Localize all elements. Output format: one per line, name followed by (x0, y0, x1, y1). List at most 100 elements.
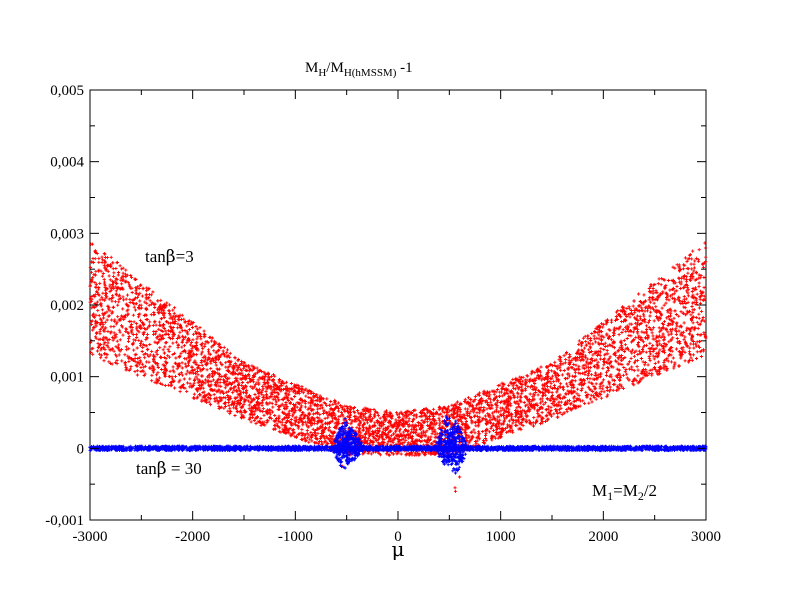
red-data-point (150, 349, 154, 353)
red-data-point (652, 326, 656, 330)
red-data-point (473, 439, 478, 444)
red-data-point (565, 410, 569, 414)
red-data-point (644, 343, 649, 347)
red-data-point (546, 417, 550, 421)
red-data-point (141, 286, 145, 290)
red-data-point (285, 418, 289, 423)
red-data-point (154, 329, 158, 334)
red-data-point (103, 320, 107, 324)
red-data-point (593, 340, 598, 344)
red-data-point (492, 422, 496, 426)
red-data-point (247, 403, 251, 407)
red-data-point (604, 373, 609, 378)
red-data-point (627, 367, 632, 371)
red-data-point (102, 316, 106, 320)
red-data-point (349, 422, 353, 426)
red-data-point (131, 313, 135, 317)
red-data-point (696, 326, 700, 330)
red-data-point (178, 373, 182, 377)
red-data-point (145, 332, 150, 336)
red-data-point (198, 392, 202, 396)
red-data-point (675, 324, 679, 328)
red-data-point (116, 315, 120, 319)
red-data-point (583, 363, 587, 367)
red-data-point (163, 383, 167, 388)
red-data-point (660, 306, 664, 310)
red-data-point (622, 365, 626, 370)
red-data-point (646, 321, 650, 325)
red-data-point (524, 419, 528, 424)
red-data-point (329, 399, 333, 404)
red-data-point (261, 407, 265, 411)
red-data-point (109, 255, 113, 259)
red-data-point (598, 350, 603, 354)
red-data-point (153, 332, 158, 336)
red-data-point (651, 334, 655, 338)
red-data-point (97, 352, 102, 356)
red-data-point (138, 318, 143, 322)
red-data-point (431, 407, 436, 411)
red-data-point (686, 271, 690, 275)
red-data-point (115, 339, 119, 343)
red-data-point (631, 330, 636, 334)
red-data-point (526, 384, 530, 389)
red-data-point (701, 315, 705, 320)
red-data-point (656, 282, 660, 286)
red-data-point (130, 275, 134, 279)
red-data-point (669, 353, 673, 357)
red-data-point (502, 408, 506, 412)
red-data-point (135, 346, 139, 350)
red-data-point (160, 367, 164, 372)
red-data-point (102, 280, 107, 284)
red-data-point (702, 294, 706, 298)
red-data-point (392, 436, 397, 440)
red-data-point (584, 390, 588, 394)
red-data-point (612, 378, 617, 383)
red-data-point (227, 400, 231, 404)
red-data-point (126, 339, 131, 343)
red-data-point (115, 260, 120, 265)
red-data-point (118, 338, 122, 342)
red-data-point (584, 343, 588, 347)
red-data-point (399, 452, 403, 456)
red-data-point (701, 265, 706, 269)
red-data-point (266, 378, 270, 382)
red-data-point (94, 285, 98, 290)
red-data-point (690, 289, 694, 294)
red-data-point (583, 401, 587, 405)
red-data-point (128, 298, 132, 302)
red-data-point (488, 418, 492, 422)
red-data-point (662, 361, 666, 365)
red-data-point (522, 400, 526, 405)
red-data-point (695, 350, 699, 354)
red-data-point (107, 360, 111, 364)
red-data-point (199, 369, 203, 373)
red-data-point (148, 320, 152, 324)
red-data-point (158, 320, 162, 324)
red-data-point (473, 420, 477, 424)
red-data-point (139, 365, 143, 369)
red-data-point (402, 440, 406, 444)
red-data-point (140, 306, 144, 310)
red-data-point (166, 329, 171, 333)
red-data-point (687, 350, 692, 354)
red-data-point (273, 423, 277, 427)
red-data-point (622, 338, 626, 342)
red-data-point (178, 330, 182, 334)
red-data-point (523, 383, 527, 387)
red-data-point (253, 392, 257, 397)
red-data-point (210, 339, 214, 343)
red-data-point (484, 436, 488, 441)
red-data-point (604, 370, 609, 374)
red-data-point (500, 381, 504, 385)
red-data-point (321, 411, 325, 416)
red-data-point (315, 422, 319, 426)
red-data-point (147, 360, 151, 364)
red-data-point (666, 278, 671, 283)
red-data-point (678, 286, 682, 291)
red-data-point (291, 427, 295, 432)
red-data-point (692, 346, 696, 350)
red-data-point (684, 297, 688, 301)
red-data-point (165, 301, 169, 305)
red-data-point (154, 323, 158, 327)
